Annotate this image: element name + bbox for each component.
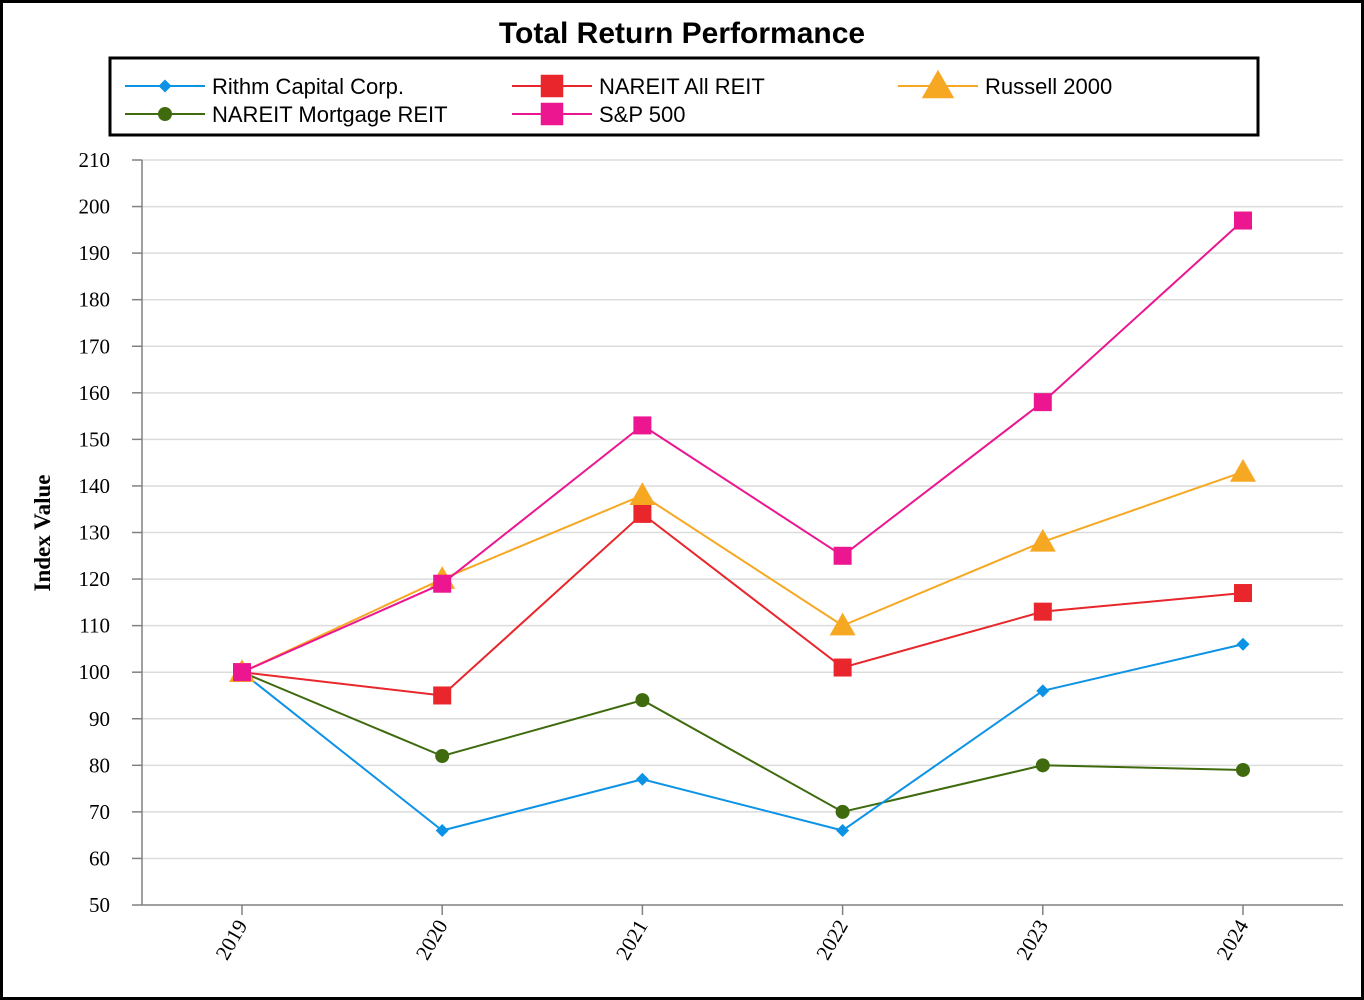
- data-point: [1234, 584, 1252, 603]
- data-point: [1236, 762, 1250, 777]
- y-tick-label: 160: [79, 381, 111, 405]
- legend-box: [108, 56, 1260, 137]
- y-tick-label: 90: [89, 707, 110, 731]
- legend-label: Russell 2000: [985, 74, 1112, 99]
- legend-item: NAREIT All REIT: [512, 74, 765, 99]
- y-tick-label: 60: [89, 846, 110, 870]
- y-axis-title: Index Value: [30, 475, 55, 592]
- legend-item: S&P 500: [512, 102, 685, 127]
- data-point: [233, 663, 251, 682]
- series-s-p-500: [233, 211, 1252, 682]
- data-point: [833, 546, 852, 565]
- y-tick-label: 140: [79, 474, 111, 498]
- legend-label: NAREIT Mortgage REIT: [212, 102, 448, 127]
- series-line: [241, 219, 1244, 674]
- data-point: [836, 824, 850, 837]
- data-point: [433, 686, 452, 705]
- data-point: [1036, 684, 1050, 698]
- y-tick-label: 120: [79, 567, 111, 591]
- legend-marker: [158, 107, 172, 121]
- data-point: [635, 693, 650, 708]
- data-point: [435, 749, 450, 763]
- legend-item: Russell 2000: [898, 69, 1112, 99]
- data-point: [1236, 637, 1250, 651]
- y-tick-label: 210: [79, 148, 111, 172]
- data-point: [1035, 758, 1050, 773]
- series-group: [229, 211, 1256, 837]
- data-point: [629, 482, 656, 505]
- series-line: [241, 643, 1244, 832]
- series-line: [241, 671, 1244, 813]
- data-point: [1234, 211, 1252, 230]
- data-point: [829, 612, 856, 636]
- data-point: [633, 504, 652, 523]
- series-line: [241, 512, 1244, 697]
- legend-label: NAREIT All REIT: [599, 74, 765, 99]
- data-point: [1230, 458, 1256, 482]
- data-point: [833, 658, 852, 677]
- legend-marker: [921, 69, 955, 99]
- y-tick-label: 190: [79, 241, 111, 265]
- legend-marker: [540, 102, 564, 126]
- legend-item: Rithm Capital Corp.: [125, 74, 404, 99]
- data-point: [1029, 528, 1056, 552]
- data-point: [1033, 602, 1052, 621]
- y-tick-label: 180: [79, 288, 111, 312]
- legend-label: S&P 500: [599, 102, 685, 127]
- legend: Rithm Capital Corp. NAREIT All REIT Russel…: [125, 69, 1112, 127]
- y-tick-label: 70: [89, 800, 110, 824]
- data-point: [433, 574, 452, 593]
- gridlines: [142, 159, 1343, 860]
- data-point: [835, 804, 850, 819]
- y-tick-label: 170: [79, 334, 111, 358]
- y-tick-label: 130: [79, 521, 111, 545]
- legend-label: Rithm Capital Corp.: [212, 74, 404, 99]
- legend-marker: [540, 74, 564, 98]
- data-point: [635, 772, 649, 786]
- y-tick-label: 150: [79, 427, 111, 451]
- legend-marker: [158, 79, 172, 93]
- chart-title: Total Return Performance: [499, 17, 865, 50]
- y-tick-label: 200: [79, 195, 111, 219]
- data-point: [633, 416, 652, 435]
- y-axis-ticks: 50 60 70 80 90 100 110 120 130 140 150 160 170 180 190…: [79, 148, 142, 917]
- y-tick-label: 110: [79, 614, 110, 638]
- y-tick-label: 80: [89, 753, 110, 777]
- y-tick-label: 50: [89, 893, 110, 917]
- y-tick-label: 100: [79, 660, 111, 684]
- legend-item: NAREIT Mortgage REIT: [125, 102, 448, 127]
- series-line: [241, 471, 1244, 674]
- data-point: [1033, 393, 1052, 412]
- data-point: [435, 824, 449, 837]
